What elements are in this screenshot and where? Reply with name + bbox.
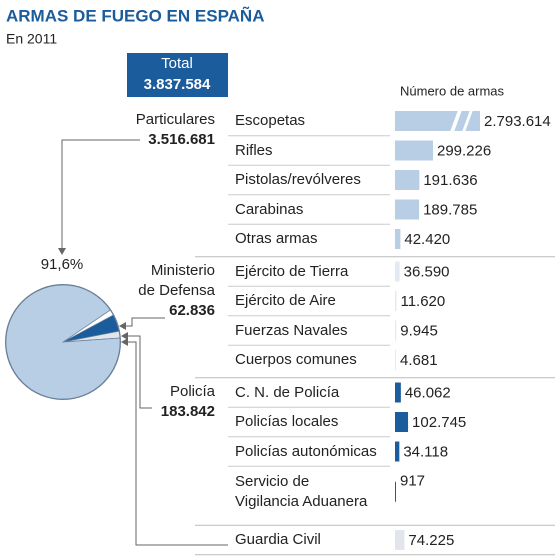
group-name: Ministerio de Defensa <box>138 261 215 299</box>
row-label-box: Policías locales <box>235 413 339 430</box>
value-label: 191.636 <box>423 172 477 189</box>
row-label: Ejército de Aire <box>235 292 336 309</box>
row-label: Fuerzas Navales <box>235 321 348 339</box>
value-label: 34.118 <box>403 443 448 460</box>
bar <box>395 199 420 220</box>
group-total: 62.836 <box>169 301 215 319</box>
row-label-box: Fuerzas Navales <box>235 321 348 339</box>
value-label: 36.590 <box>404 263 450 280</box>
row-label-box: C. N. de Policía <box>235 383 340 401</box>
connector <box>126 335 152 409</box>
axis-label: Número de armas <box>400 83 505 98</box>
row-label-box: Otras armas <box>235 230 318 247</box>
bar <box>395 530 405 550</box>
pie-outline <box>5 284 121 400</box>
row-label: Cuerpos comunes <box>235 351 357 368</box>
pie-slice <box>5 284 121 400</box>
row-label: Carabinas <box>235 200 304 218</box>
value-label: 46.062 <box>405 384 451 401</box>
row-label: Pistolas/revólveres <box>235 171 361 188</box>
value-label: 74.225 <box>408 532 454 549</box>
group-total: 3.516.681 <box>148 131 215 148</box>
connector <box>124 317 165 327</box>
connectors <box>61 139 228 546</box>
row-label-box: Ejército de Aire <box>235 292 336 309</box>
bar <box>395 481 396 502</box>
bar <box>395 382 401 403</box>
row-label: Policías locales <box>235 413 339 430</box>
value-label: 917 <box>400 473 425 490</box>
row-label: C. N. de Policía <box>235 383 340 401</box>
row-label-box: Ejército de Tierra <box>235 262 349 280</box>
row-label: Guardia Civil <box>235 531 321 548</box>
row-label-box: Servicio de Vigilancia Aduanera <box>235 472 368 510</box>
bar <box>395 412 409 432</box>
value-label: 102.745 <box>412 414 466 431</box>
value-label: 299.226 <box>437 142 491 159</box>
group-label-box: Ministerio de Defensa 62.836 <box>138 261 215 319</box>
arrowhead <box>121 332 128 340</box>
row-label: Otras armas <box>235 230 318 247</box>
connector <box>61 139 140 250</box>
value-label: 11.620 <box>400 293 445 310</box>
bar <box>395 350 396 370</box>
bar <box>395 261 400 282</box>
arrowhead <box>121 338 128 346</box>
connector <box>126 341 228 546</box>
group-label-box: Policía 183.842 <box>160 382 215 420</box>
row-label-box: Policías autonómicas <box>235 442 377 460</box>
row-label-box: Cuerpos comunes <box>235 351 357 368</box>
value-label: 9.945 <box>400 322 438 339</box>
row-label: Escopetas <box>235 112 306 129</box>
row-label-box: Escopetas <box>235 112 306 129</box>
title: ARMAS DE FUEGO EN ESPAÑA <box>6 5 265 25</box>
row-label: Servicio de Vigilancia Aduanera <box>235 472 368 510</box>
row-label: Rifles <box>235 141 273 159</box>
axis-break <box>462 110 473 132</box>
pie-annotation: 91,6% <box>41 256 84 273</box>
bar <box>395 140 433 161</box>
bar <box>395 441 400 462</box>
row-label-box: Carabinas <box>235 200 304 218</box>
group-name: Particulares <box>135 111 215 128</box>
row-label-box: Rifles <box>235 141 273 159</box>
bar <box>395 229 401 249</box>
value-label: 189.785 <box>423 201 477 218</box>
subtitle: En 2011 <box>6 31 57 47</box>
total-box <box>127 53 228 97</box>
row-label-box: Pistolas/revólveres <box>235 171 361 188</box>
value-label: 4.681 <box>400 352 438 369</box>
row-label: Policías autonómicas <box>235 442 377 460</box>
group-name: Policía <box>169 382 215 400</box>
value-label: 42.420 <box>404 231 450 248</box>
value-label: 2.793.614 <box>484 113 551 130</box>
row-label: Ejército de Tierra <box>235 262 349 280</box>
bar <box>395 320 397 341</box>
arrowheads <box>58 248 128 346</box>
total-label: Total <box>161 55 193 72</box>
group-label-box: Particulares 3.516.681 <box>135 111 215 148</box>
group-total: 183.842 <box>160 402 215 420</box>
row-label-box: Guardia Civil <box>235 531 321 548</box>
arrowhead <box>119 322 126 330</box>
bar <box>395 170 420 190</box>
total-value: 3.837.584 <box>144 76 211 93</box>
axis-break <box>450 110 462 132</box>
bar <box>395 291 397 311</box>
arrowhead <box>58 248 66 255</box>
